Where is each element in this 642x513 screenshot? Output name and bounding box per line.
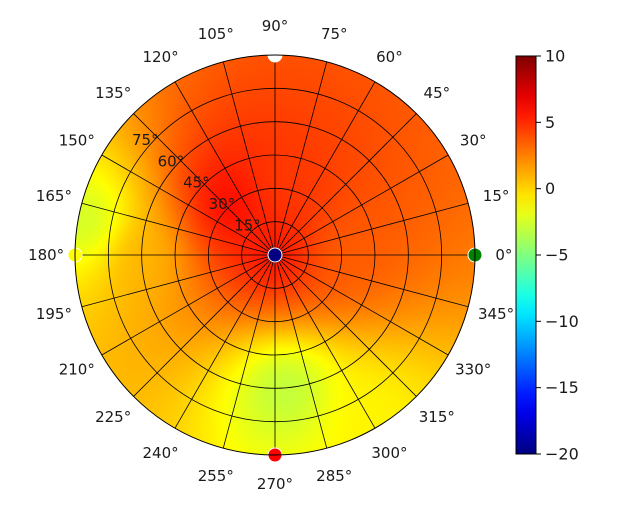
angular-gridline-15 (274, 202, 469, 256)
angular-gridline-195 (81, 254, 276, 308)
colorbar-tick-label: −10 (545, 312, 579, 331)
marker-5 (267, 247, 283, 263)
angular-gridline-150 (101, 154, 276, 256)
colorbar-gradient (515, 55, 537, 455)
angular-tick-label: 345° (478, 305, 514, 323)
colorbar-tick-label: 5 (545, 113, 555, 132)
angular-tick-label: 300° (371, 444, 407, 462)
angular-tick-label: 330° (455, 360, 491, 378)
angular-gridline-345 (274, 254, 469, 308)
radial-tick-label: 75° (132, 131, 159, 149)
angular-gridline-255 (222, 254, 276, 449)
angular-tick-label: 0° (495, 246, 512, 264)
colorbar-tick-label: 0 (545, 179, 555, 198)
angular-gridline-300 (274, 254, 376, 429)
radial-tick-label: 45° (183, 174, 210, 192)
colorbar-tick-label: −20 (545, 445, 579, 464)
polar-grid (75, 55, 475, 455)
angular-gridline-285 (274, 254, 328, 449)
angular-gridline-60 (274, 81, 376, 256)
radial-tick-label: 60° (158, 152, 185, 170)
angular-gridline-45 (274, 113, 417, 256)
angular-tick-label: 210° (59, 360, 95, 378)
angular-gridline-135 (133, 113, 276, 256)
angular-gridline-315 (274, 254, 417, 397)
angular-tick-label: 120° (142, 48, 178, 66)
angular-gridline-75 (274, 61, 328, 256)
angular-gridline-225 (133, 254, 276, 397)
angular-tick-label: 60° (376, 48, 403, 66)
radial-tick-label: 30° (209, 195, 236, 213)
radial-tick-labels: 15° 30° 45° 60° 75° (132, 131, 261, 235)
angular-tick-label: 105° (198, 25, 234, 43)
angular-tick-label: 75° (321, 25, 348, 43)
colorbar-tick-label: 10 (545, 47, 565, 66)
angular-tick-label: 90° (262, 17, 289, 35)
angular-tick-label: 195° (36, 305, 72, 323)
angular-tick-label: 270° (257, 475, 293, 493)
angular-tick-label: 135° (95, 84, 131, 102)
angular-gridline-330 (274, 254, 449, 356)
colorbar: 10 5 0 −5 −10 −15 −20 (515, 47, 579, 464)
angular-gridline-210 (101, 254, 276, 356)
angular-tick-label: 255° (198, 467, 234, 485)
angular-gridline-240 (174, 254, 276, 429)
angular-tick-label: 315° (419, 408, 455, 426)
angular-gridline-120 (174, 81, 276, 256)
angular-tick-label: 150° (59, 132, 95, 150)
angular-gridline-165 (81, 202, 276, 256)
angular-tick-label: 165° (36, 187, 72, 205)
angular-tick-label: 285° (316, 467, 352, 485)
plot-frame (74, 54, 476, 456)
radial-tick-label: 15° (234, 217, 261, 235)
colorbar-tick-label: −15 (545, 378, 579, 397)
angular-tick-label: 180° (28, 246, 64, 264)
angular-tick-label: 225° (95, 408, 131, 426)
angular-gridline-105 (222, 61, 276, 256)
colorbar-ticks: 10 5 0 −5 −10 −15 −20 (536, 47, 579, 464)
angular-tick-label: 240° (142, 444, 178, 462)
angular-tick-label: 30° (460, 132, 487, 150)
angular-tick-labels: 0° 15° 30° 45° 60° 75° 90° 105° 120° 135° 150° 165°… (28, 17, 514, 493)
angular-gridline-30 (274, 154, 449, 256)
plot-area (67, 47, 483, 463)
angular-tick-label: 45° (424, 84, 451, 102)
colorbar-tick-label: −5 (545, 246, 569, 265)
angular-tick-label: 15° (483, 187, 510, 205)
